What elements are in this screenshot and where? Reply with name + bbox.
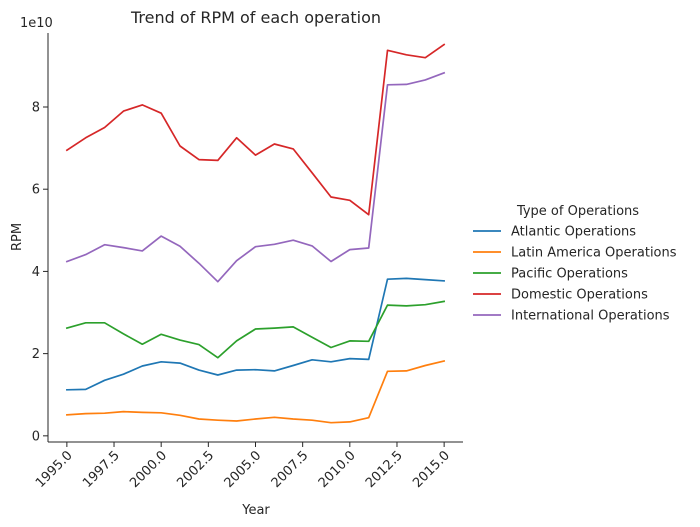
x-tick-label: 2012.5 xyxy=(363,448,406,491)
x-tick-label: 1995.0 xyxy=(33,448,76,491)
legend-title: Type of Operations xyxy=(516,204,639,219)
x-ticks: 1995.0 1997.5 2000.0 2002.5 2005.0 2007.5 2010… xyxy=(33,442,453,491)
y-tick-label: 8 xyxy=(32,100,40,115)
y-ticks: 0 2 4 6 8 xyxy=(32,100,48,444)
x-tick-label: 2002.5 xyxy=(174,448,217,491)
series-lines xyxy=(65,43,446,424)
x-tick-label: 1997.5 xyxy=(80,448,123,491)
y-offset-label: 1e10 xyxy=(20,16,53,31)
x-tick-label: 2007.5 xyxy=(269,448,312,491)
y-tick-label: 0 xyxy=(32,429,40,444)
legend-label-latin-america-operations: Latin America Operations xyxy=(511,246,677,261)
legend: Type of Operations Atlantic Operations La… xyxy=(473,204,677,324)
legend-label-atlantic-operations: Atlantic Operations xyxy=(511,225,636,240)
series-line-international-operations xyxy=(65,71,446,283)
y-tick-label: 2 xyxy=(32,347,40,362)
legend-label-pacific-operations: Pacific Operations xyxy=(511,267,628,282)
x-tick-label: 2010.0 xyxy=(316,448,359,491)
x-tick-label: 2005.0 xyxy=(222,448,265,491)
x-tick-label: 2000.0 xyxy=(127,448,170,491)
y-axis-title: RPM xyxy=(10,223,25,251)
legend-items: Atlantic Operations Latin America Operati… xyxy=(473,225,677,324)
legend-label-international-operations: International Operations xyxy=(511,309,670,324)
y-tick-label: 4 xyxy=(32,265,40,280)
series-line-latin-america-operations xyxy=(65,359,446,424)
series-line-domestic-operations xyxy=(65,43,446,216)
plot-area: 1995.0 1997.5 2000.0 2002.5 2005.0 2007.5 2010… xyxy=(32,33,463,491)
series-line-pacific-operations xyxy=(65,300,446,359)
legend-label-domestic-operations: Domestic Operations xyxy=(511,288,648,303)
x-tick-label: 2015.0 xyxy=(410,448,453,491)
x-axis-title: Year xyxy=(241,503,270,518)
series-line-atlantic-operations xyxy=(66,277,446,391)
chart-title: Trend of RPM of each operation xyxy=(130,8,381,27)
y-tick-label: 6 xyxy=(32,183,40,198)
